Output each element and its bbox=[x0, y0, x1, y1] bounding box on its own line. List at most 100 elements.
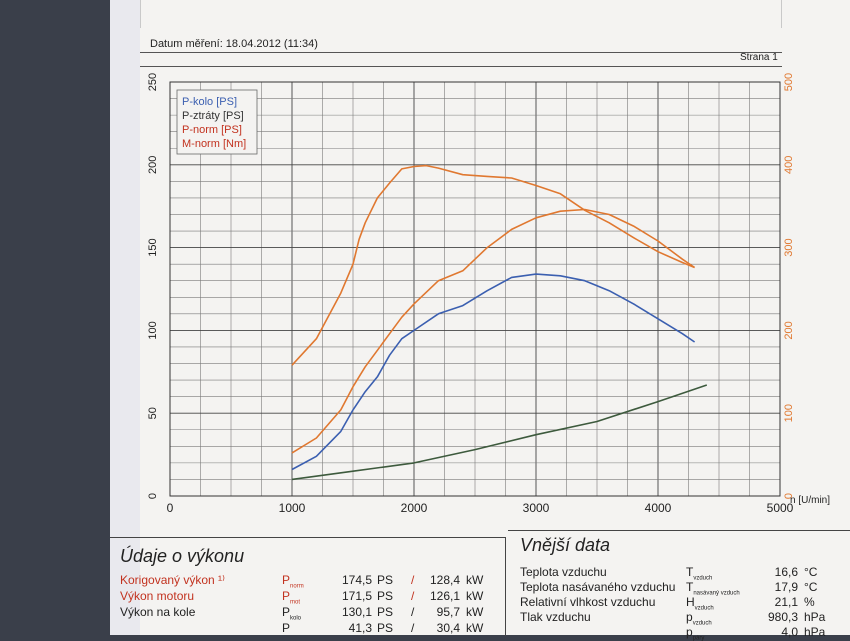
chart-legend: P-kolo [PS] P-ztráty [PS] P-norm [PS] M-… bbox=[176, 89, 258, 155]
perf-label: Korigovaný výkon ¹⁾ bbox=[120, 573, 225, 587]
perf-symbol: P bbox=[282, 621, 290, 637]
x-tick-label: 4000 bbox=[645, 501, 672, 515]
chart-series bbox=[291, 164, 708, 481]
performance-title: Údaje o výkonu bbox=[120, 546, 245, 566]
perf-symbol-letter: P bbox=[282, 605, 291, 619]
ext-symbol-letter: H bbox=[686, 595, 695, 609]
header-rule bbox=[140, 52, 782, 53]
x-tick-label: 2000 bbox=[401, 501, 428, 515]
series-line-1 bbox=[291, 384, 708, 481]
y-left-tick-label: 100 bbox=[147, 321, 159, 339]
perf-ps-value: 41,3 bbox=[348, 621, 372, 635]
chart-axes: 0 1000 2000 3000 4000 5000 0 50 100 150 200 250 0 100… bbox=[147, 73, 795, 515]
measurement-date: Datum měření: 18.04.2012 (11:34) bbox=[150, 38, 318, 50]
perf-separator: / bbox=[411, 605, 415, 619]
perf-kw-value: 128,4 bbox=[429, 573, 460, 587]
ext-symbol: ppáry bbox=[686, 625, 704, 641]
external-title: Vnější data bbox=[520, 535, 611, 555]
ext-symbol: pvzduch bbox=[686, 610, 712, 626]
perf-symbol: Pnorm bbox=[282, 573, 304, 589]
external-data-section: Vnější data Teplota vzduchu Tvzduch 16,6 °C… bbox=[508, 530, 850, 641]
legend-box bbox=[176, 89, 258, 155]
perf-ps-unit: PS bbox=[377, 605, 394, 619]
performance-section: Údaje o výkonu Korigovaný výkon ¹⁾ Pnorm 1… bbox=[110, 537, 506, 636]
series-line-3 bbox=[291, 164, 695, 366]
perf-symbol-letter: P bbox=[282, 621, 291, 635]
legend-p-ztraty: P-ztráty [PS] bbox=[182, 110, 244, 122]
x-axis-unit: n [U/min] bbox=[790, 495, 830, 506]
perf-separator: / bbox=[411, 589, 415, 603]
ext-label: Tlak vzduchu bbox=[520, 610, 591, 624]
x-tick-label: 3000 bbox=[523, 501, 550, 515]
ext-value: 17,9 bbox=[774, 580, 798, 594]
perf-kw-unit: kW bbox=[466, 621, 484, 635]
ext-symbol: Hvzduch bbox=[686, 595, 714, 611]
perf-ps-value: 130,1 bbox=[341, 605, 372, 619]
ext-unit: °C bbox=[804, 565, 818, 579]
perf-symbol-letter: P bbox=[282, 573, 291, 587]
y-left-tick-label: 50 bbox=[147, 407, 159, 419]
y-left-tick-label: 0 bbox=[147, 493, 159, 499]
ext-symbol: Tvzduch bbox=[686, 565, 712, 581]
ext-label: Teplota vzduchu bbox=[520, 565, 607, 579]
ext-symbol-sub: vzduch bbox=[694, 605, 714, 612]
ext-symbol: Tnasávaný vzduch bbox=[686, 580, 740, 596]
ext-symbol-sub: nasávaný vzduch bbox=[693, 590, 740, 597]
ext-value: 980,3 bbox=[767, 610, 798, 624]
paper-margin bbox=[110, 0, 140, 635]
ext-value: 16,6 bbox=[774, 565, 798, 579]
perf-kw-unit: kW bbox=[466, 589, 484, 603]
ext-label: Teplota nasávaného vzduchu bbox=[520, 580, 676, 594]
ext-unit: hPa bbox=[804, 610, 826, 624]
perf-kw-value: 95,7 bbox=[436, 605, 460, 619]
perf-symbol-sub: mot bbox=[290, 599, 301, 606]
ext-symbol-letter: T bbox=[686, 565, 694, 579]
perf-separator: / bbox=[411, 621, 415, 635]
perf-ps-unit: PS bbox=[377, 621, 394, 635]
y-right-tick-label: 500 bbox=[783, 73, 795, 91]
chart-grid bbox=[169, 81, 781, 497]
x-tick-label: 5000 bbox=[767, 501, 794, 515]
paper-top-frame bbox=[140, 0, 782, 28]
perf-symbol-letter: P bbox=[282, 589, 291, 603]
page-number: Strana 1 bbox=[740, 52, 778, 63]
legend-p-norm: P-norm [PS] bbox=[182, 124, 242, 136]
perf-ps-value: 171,5 bbox=[341, 589, 372, 603]
y-right-tick-label: 100 bbox=[783, 404, 795, 422]
ext-unit: hPa bbox=[804, 625, 826, 639]
y-right-tick-label: 400 bbox=[783, 156, 795, 174]
x-tick-label: 0 bbox=[167, 501, 174, 515]
perf-kw-unit: kW bbox=[466, 573, 484, 587]
ext-value: 21,1 bbox=[774, 595, 798, 609]
y-right-tick-label: 0 bbox=[783, 493, 795, 499]
perf-label: Výkon motoru bbox=[120, 589, 195, 603]
legend-m-norm: M-norm [Nm] bbox=[182, 138, 246, 150]
perf-ps-unit: PS bbox=[377, 573, 394, 587]
ext-value: 4,0 bbox=[781, 625, 798, 639]
x-tick-label: 1000 bbox=[279, 501, 306, 515]
perf-ps-value: 174,5 bbox=[341, 573, 372, 587]
ext-symbol-sub: vzduch bbox=[692, 620, 712, 627]
perf-kw-value: 30,4 bbox=[436, 621, 460, 635]
perf-symbol-sub: kolo bbox=[290, 615, 302, 622]
ext-symbol-letter: p bbox=[686, 625, 693, 639]
perf-label: Výkon na kole bbox=[120, 605, 196, 619]
perf-ps-unit: PS bbox=[377, 589, 394, 603]
legend-p-kolo: P-kolo [PS] bbox=[182, 96, 237, 108]
perf-symbol: Pmot bbox=[282, 589, 300, 605]
plot-frame bbox=[169, 81, 781, 497]
y-left-tick-label: 250 bbox=[147, 73, 159, 91]
ext-symbol-sub: vzduch bbox=[693, 575, 713, 582]
y-right-tick-label: 300 bbox=[783, 238, 795, 256]
perf-kw-unit: kW bbox=[466, 605, 484, 619]
perf-symbol: Pkolo bbox=[282, 605, 301, 621]
perf-separator: / bbox=[411, 573, 415, 587]
ext-unit: % bbox=[804, 595, 815, 609]
y-left-tick-label: 200 bbox=[147, 156, 159, 174]
series-line-0 bbox=[291, 273, 696, 471]
perf-symbol-sub: norm bbox=[290, 583, 304, 590]
y-left-tick-label: 150 bbox=[147, 238, 159, 256]
ext-symbol-letter: p bbox=[686, 610, 693, 624]
ext-symbol-letter: T bbox=[686, 580, 694, 594]
